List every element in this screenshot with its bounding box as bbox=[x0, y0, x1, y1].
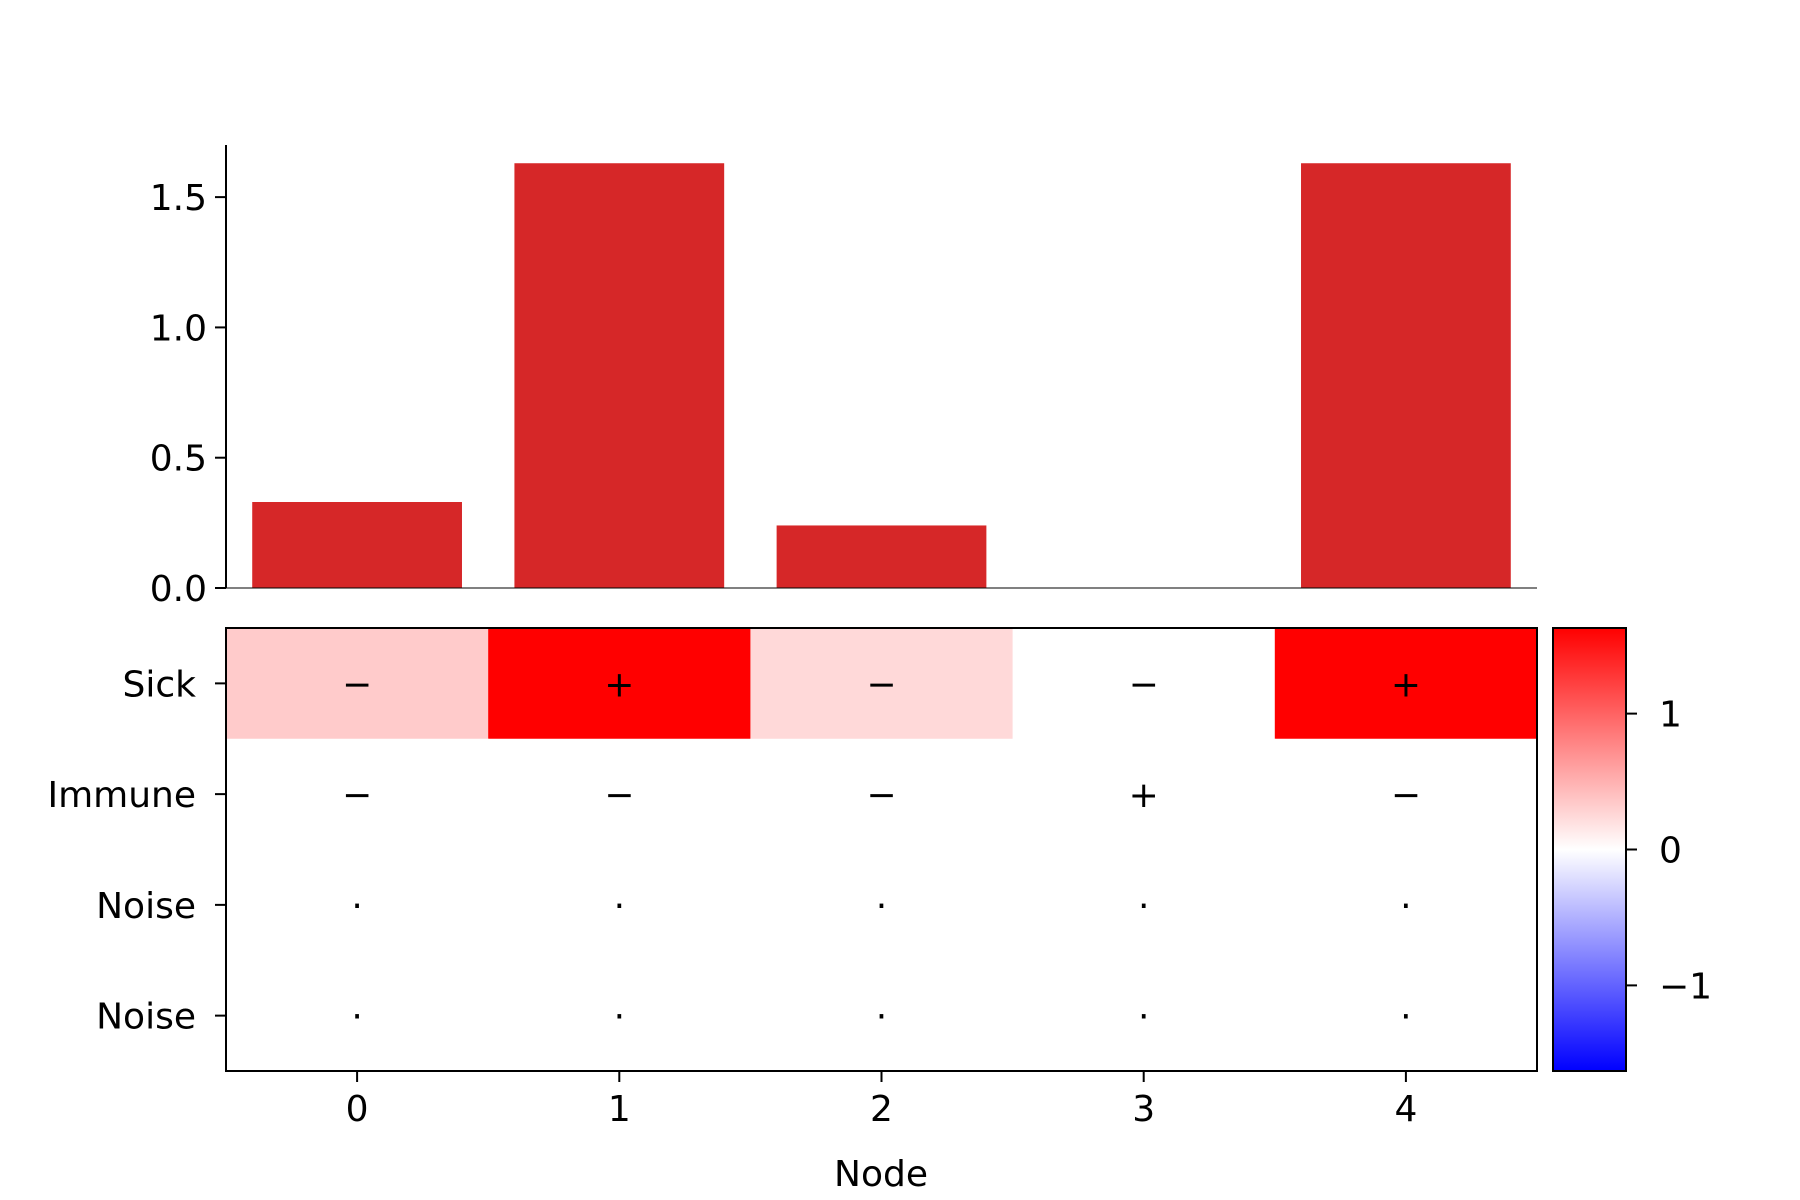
heatmap-cell-label: − bbox=[342, 664, 372, 705]
heatmap-cell-label: · bbox=[1400, 997, 1411, 1038]
heatmap-cell-label: · bbox=[876, 997, 887, 1038]
heatmap-x-tick-label: 3 bbox=[1132, 1089, 1155, 1130]
heatmap-cell-0-3 bbox=[1012, 628, 1276, 740]
heatmap-cell-label: − bbox=[342, 775, 372, 816]
heatmap-cell-0-1 bbox=[488, 628, 751, 740]
bar-0 bbox=[252, 502, 462, 588]
heatmap-cell-3-4 bbox=[1274, 960, 1538, 1072]
heatmap-cells bbox=[226, 628, 1538, 1072]
heatmap-cell-label: · bbox=[351, 997, 362, 1038]
heatmap-cell-1-4 bbox=[1274, 738, 1538, 850]
colorbar-tick-label: −1 bbox=[1659, 966, 1712, 1007]
heatmap-cell-label: + bbox=[604, 664, 634, 705]
heatmap-x-tick-label: 4 bbox=[1394, 1089, 1417, 1130]
heatmap-cell-0-2 bbox=[750, 628, 1014, 740]
heatmap-cell-label: − bbox=[866, 664, 896, 705]
heatmap-cell-2-2 bbox=[750, 849, 1014, 961]
bar-2 bbox=[776, 525, 987, 588]
colorbar: −1 0 1 bbox=[1552, 627, 1712, 1072]
heatmap-cell-label: · bbox=[614, 886, 625, 927]
colorbar-tick-label: 0 bbox=[1659, 831, 1682, 872]
heatmap-cell-2-0 bbox=[226, 849, 489, 961]
heatmap-x-tick-label: 2 bbox=[870, 1089, 893, 1130]
heatmap-cell-3-1 bbox=[488, 960, 751, 1072]
heatmap-y-tick-label: Noise bbox=[96, 886, 196, 927]
bar-y-tick-label: 1.0 bbox=[150, 308, 207, 349]
heatmap-panel: − + − − + − − − + − · · · · · · · · · · Sick Immune Noise Nois… bbox=[47, 627, 1538, 1195]
heatmap-cell-label: − bbox=[1129, 664, 1159, 705]
heatmap-cell-3-3 bbox=[1012, 960, 1276, 1072]
heatmap-y-tick-label: Noise bbox=[96, 997, 196, 1038]
colorbar-gradient bbox=[1552, 627, 1627, 1072]
heatmap-cell-1-0 bbox=[226, 738, 489, 850]
heatmap-cell-label: + bbox=[1391, 664, 1421, 705]
heatmap-cell-0-0 bbox=[226, 628, 489, 740]
heatmap-cell-label: − bbox=[866, 775, 896, 816]
heatmap-cell-label: · bbox=[614, 997, 625, 1038]
colorbar-tick-label: 1 bbox=[1659, 695, 1682, 736]
bar-series bbox=[252, 163, 1511, 588]
heatmap-x-tick-label: 0 bbox=[346, 1089, 369, 1130]
heatmap-cell-2-1 bbox=[488, 849, 751, 961]
x-axis-label: Node bbox=[834, 1154, 928, 1195]
heatmap-cell-label: · bbox=[1138, 997, 1149, 1038]
bar-y-tick-label: 1.5 bbox=[150, 178, 207, 219]
heatmap-cell-label: + bbox=[1129, 775, 1159, 816]
bar-chart-panel: 0.0 0.5 1.0 1.5 bbox=[150, 145, 1537, 610]
heatmap-cell-label: · bbox=[1400, 886, 1411, 927]
colorbar-ticks: −1 0 1 bbox=[1626, 695, 1712, 1007]
bar-y-ticks: 0.0 0.5 1.0 1.5 bbox=[150, 178, 226, 610]
heatmap-cell-0-4 bbox=[1274, 628, 1538, 740]
heatmap-y-ticks: Sick Immune Noise Noise bbox=[47, 664, 226, 1038]
heatmap-cell-label: · bbox=[351, 886, 362, 927]
heatmap-cell-2-3 bbox=[1012, 849, 1276, 961]
bar-y-tick-label: 0.5 bbox=[150, 439, 207, 480]
heatmap-y-tick-label: Sick bbox=[123, 664, 197, 705]
heatmap-cell-label: − bbox=[604, 775, 634, 816]
bar-y-tick-label: 0.0 bbox=[150, 569, 207, 610]
heatmap-cell-1-2 bbox=[750, 738, 1014, 850]
heatmap-x-ticks: 0 1 2 3 4 bbox=[346, 1071, 1417, 1130]
heatmap-cell-labels: − + − − + − − − + − · · · · · · · · · · bbox=[342, 664, 1421, 1037]
heatmap-cell-1-3 bbox=[1012, 738, 1276, 850]
heatmap-cell-1-1 bbox=[488, 738, 751, 850]
bar-1 bbox=[514, 163, 725, 588]
heatmap-cell-label: − bbox=[1391, 775, 1421, 816]
heatmap-cell-3-2 bbox=[750, 960, 1014, 1072]
bar-4 bbox=[1301, 163, 1511, 588]
heatmap-cell-2-4 bbox=[1274, 849, 1538, 961]
heatmap-x-tick-label: 1 bbox=[608, 1089, 631, 1130]
heatmap-y-tick-label: Immune bbox=[47, 775, 196, 816]
heatmap-cell-label: · bbox=[876, 886, 887, 927]
heatmap-cell-3-0 bbox=[226, 960, 489, 1072]
heatmap-cell-label: · bbox=[1138, 886, 1149, 927]
